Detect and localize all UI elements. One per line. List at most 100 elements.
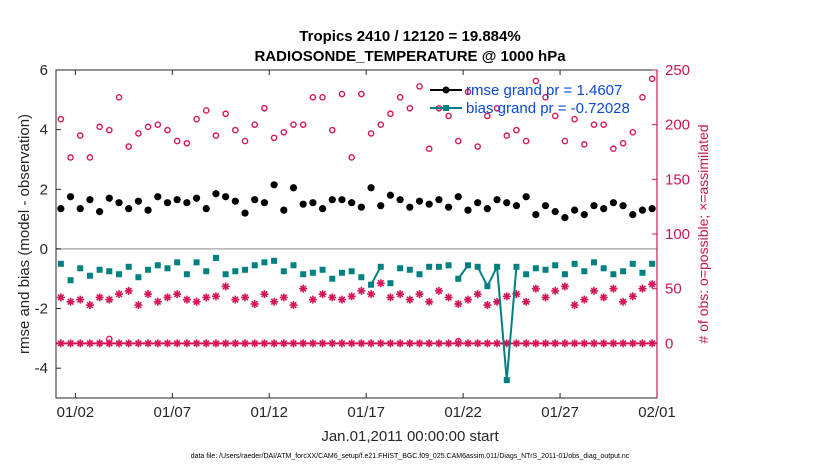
bias-point xyxy=(377,263,384,270)
obs-possible-point xyxy=(106,126,113,134)
obs-assimilated-point xyxy=(386,293,395,302)
bias-point xyxy=(309,269,316,276)
obs-assimilated-point xyxy=(541,293,550,302)
obs-assimilated-point xyxy=(221,282,230,291)
obs-assimilated-point xyxy=(648,280,657,289)
rmse-point xyxy=(163,199,172,207)
obs-assimilated-zero-point xyxy=(541,339,550,348)
axes-frame xyxy=(55,69,658,399)
y-tick-label: 6 xyxy=(40,62,48,79)
obs-possible-point xyxy=(522,137,530,145)
plot-area xyxy=(56,75,657,384)
obs-assimilated-point xyxy=(619,297,628,306)
obs-assimilated-point xyxy=(444,293,453,302)
obs-assimilated-point xyxy=(483,301,492,310)
obs-assimilated-point xyxy=(434,286,443,295)
obs-possible-point xyxy=(561,137,569,145)
obs-assimilated-zero-point xyxy=(405,339,414,348)
bias-point xyxy=(406,266,413,273)
rmse-point xyxy=(57,205,65,213)
legend-marker-rmse xyxy=(442,86,450,94)
bias-point xyxy=(338,269,345,276)
bias-point xyxy=(106,268,113,275)
bias-point xyxy=(532,265,539,272)
legend-label-bias: bias grand pr = -0.72028 xyxy=(466,100,630,117)
obs-possible-point xyxy=(164,126,171,134)
obs-possible-point xyxy=(270,134,278,142)
bias-point xyxy=(348,268,355,275)
obs-assimilated-point xyxy=(144,290,153,299)
obs-possible-point xyxy=(367,130,375,137)
obs-assimilated-point xyxy=(502,292,511,301)
rmse-point xyxy=(551,208,559,216)
obs-possible-point xyxy=(484,112,491,120)
rmse-point xyxy=(192,194,201,202)
bias-point xyxy=(174,259,181,266)
obs-assimilated-point xyxy=(347,292,356,301)
bias-point xyxy=(203,268,210,275)
bias-point xyxy=(125,263,132,270)
rmse-point xyxy=(318,205,327,213)
bias-point xyxy=(193,259,200,266)
obs-possible-point xyxy=(280,129,288,136)
obs-assimilated-zero-point xyxy=(415,339,424,348)
rmse-point xyxy=(289,184,298,192)
bias-line-segment xyxy=(496,266,508,381)
x-tick-label: 01/17 xyxy=(347,404,385,421)
rmse-point xyxy=(532,211,540,219)
rmse-point xyxy=(173,196,181,204)
obs-assimilated-zero-point xyxy=(560,339,569,348)
bias-point xyxy=(222,271,229,278)
obs-assimilated-point xyxy=(522,297,531,306)
y2-tick-label: 250 xyxy=(665,62,690,79)
rmse-point xyxy=(464,206,472,214)
obs-possible-point xyxy=(377,121,385,128)
obs-possible-point xyxy=(619,139,627,147)
rmse-point xyxy=(241,209,249,217)
bias-point xyxy=(329,275,336,282)
obs-possible-point xyxy=(290,121,297,128)
obs-assimilated-zero-point xyxy=(570,339,579,348)
rmse-point xyxy=(115,199,123,207)
obs-assimilated-point xyxy=(241,293,250,302)
obs-assimilated-point xyxy=(85,301,94,310)
rmse-point xyxy=(299,200,307,208)
obs-assimilated-zero-point xyxy=(231,339,240,348)
rmse-point xyxy=(609,199,617,207)
x-tick-label: 01/02 xyxy=(57,404,95,421)
rmse-point xyxy=(580,211,588,219)
obs-assimilated-zero-point xyxy=(202,339,211,348)
obs-assimilated-zero-point xyxy=(66,339,75,348)
obs-assimilated-zero-point xyxy=(337,339,346,348)
obs-assimilated-point xyxy=(415,290,424,299)
obs-possible-point xyxy=(202,107,210,114)
obs-assimilated-point xyxy=(425,297,434,306)
obs-possible-point xyxy=(212,132,220,139)
rmse-point xyxy=(629,211,637,219)
obs-possible-point xyxy=(571,115,578,123)
y-tick-label: 2 xyxy=(40,181,48,198)
obs-assimilated-point xyxy=(66,297,75,306)
rmse-point xyxy=(638,206,647,214)
obs-possible-point xyxy=(493,104,501,112)
obs-assimilated-point xyxy=(628,292,637,301)
rmse-point xyxy=(474,199,482,207)
bias-point xyxy=(474,263,481,270)
bias-point xyxy=(242,266,249,273)
bias-point xyxy=(251,262,258,269)
rmse-point xyxy=(541,202,550,210)
bias-point xyxy=(581,268,588,275)
obs-possible-point xyxy=(299,121,307,128)
y2-tick-label: 150 xyxy=(665,171,690,188)
bias-point xyxy=(96,266,103,273)
bias-point xyxy=(86,272,93,279)
bias-point xyxy=(368,281,375,288)
obs-possible-point xyxy=(590,121,598,128)
obs-possible-point xyxy=(454,137,462,145)
obs-assimilated-zero-point xyxy=(619,339,628,348)
rmse-point xyxy=(328,196,336,204)
bias-point xyxy=(426,263,433,270)
obs-assimilated-zero-point xyxy=(56,339,65,348)
data-file-footer: data file: /Users/raeder/DAI/ATM_forcXX/… xyxy=(191,453,630,460)
bias-point xyxy=(435,263,442,270)
